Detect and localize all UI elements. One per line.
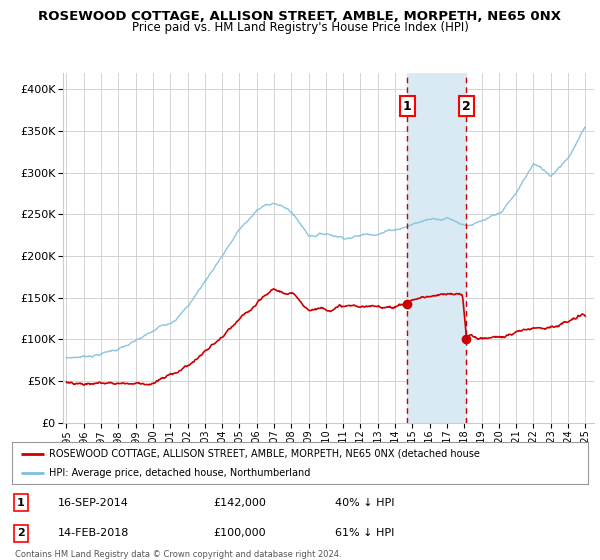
Text: 2: 2 — [462, 100, 471, 113]
Text: 2: 2 — [17, 529, 25, 538]
Text: 1: 1 — [17, 498, 25, 507]
Text: £100,000: £100,000 — [214, 529, 266, 538]
Text: 61% ↓ HPI: 61% ↓ HPI — [335, 529, 394, 538]
Text: £142,000: £142,000 — [214, 498, 266, 507]
Bar — [407, 73, 466, 423]
Text: ROSEWOOD COTTAGE, ALLISON STREET, AMBLE, MORPETH, NE65 0NX: ROSEWOOD COTTAGE, ALLISON STREET, AMBLE,… — [38, 10, 562, 23]
Text: HPI: Average price, detached house, Northumberland: HPI: Average price, detached house, Nort… — [49, 468, 311, 478]
Text: 1: 1 — [403, 100, 412, 113]
Text: 16-SEP-2014: 16-SEP-2014 — [58, 498, 129, 507]
Text: ROSEWOOD COTTAGE, ALLISON STREET, AMBLE, MORPETH, NE65 0NX (detached house: ROSEWOOD COTTAGE, ALLISON STREET, AMBLE,… — [49, 449, 481, 459]
Text: Contains HM Land Registry data © Crown copyright and database right 2024.
This d: Contains HM Land Registry data © Crown c… — [15, 550, 341, 560]
Text: 40% ↓ HPI: 40% ↓ HPI — [335, 498, 394, 507]
Text: Price paid vs. HM Land Registry's House Price Index (HPI): Price paid vs. HM Land Registry's House … — [131, 21, 469, 34]
Text: 14-FEB-2018: 14-FEB-2018 — [58, 529, 130, 538]
